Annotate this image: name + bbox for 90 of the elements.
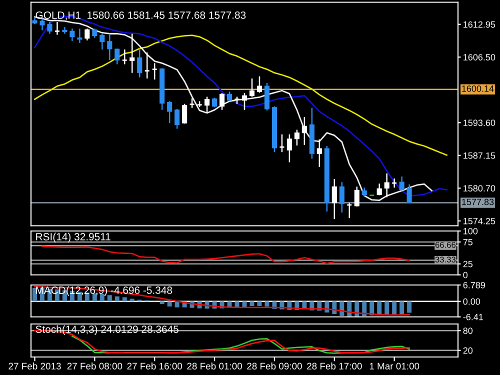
candlestick — [332, 178, 337, 220]
candlestick — [189, 98, 196, 109]
candlestick — [100, 33, 105, 50]
x-tick-label: 28 Feb 01:00 — [187, 362, 242, 370]
candlestick — [84, 28, 90, 41]
bar — [32, 288, 37, 302]
bar — [167, 301, 172, 306]
y-tick-label: 25 — [463, 260, 473, 268]
y-tick-label: 20 — [463, 347, 473, 354]
bar — [392, 301, 397, 314]
candlestick — [107, 33, 112, 61]
candlestick — [339, 181, 344, 214]
bar — [370, 301, 374, 316]
candlestick — [204, 96, 210, 114]
line-series — [34, 286, 410, 316]
bar — [257, 301, 262, 306]
candlestick — [391, 178, 398, 188]
candlestick — [399, 176, 404, 192]
candlestick — [130, 33, 135, 74]
bar — [347, 301, 352, 316]
bar — [160, 301, 164, 304]
y-tick-label: 1612.95 — [464, 21, 496, 28]
ref-line-label: 66.66 — [435, 242, 456, 248]
candlestick — [77, 28, 82, 44]
candlestick — [384, 172, 390, 198]
candlestick — [226, 91, 232, 102]
bar — [377, 301, 382, 315]
x-tick-label: 28 Feb 09:00 — [247, 362, 302, 370]
bar — [107, 295, 112, 302]
candlestick — [294, 129, 300, 146]
y-tick-label: 1606.50 — [464, 54, 496, 60]
line-series — [34, 34, 448, 156]
y-tick-label: 0.00 — [463, 298, 480, 305]
bar — [362, 301, 367, 316]
candlestick — [114, 48, 120, 65]
candlestick — [264, 82, 270, 112]
bar — [264, 301, 270, 306]
candlestick — [47, 21, 52, 34]
candlestick — [346, 202, 352, 219]
y-tick-label: 0 — [463, 272, 468, 278]
candlestick — [286, 134, 292, 163]
x-tick-label: 28 Feb 17:00 — [307, 362, 362, 370]
bar — [130, 298, 134, 302]
bar — [340, 301, 344, 316]
candlestick — [92, 28, 98, 38]
y-tick-label: 1580.70 — [464, 185, 496, 192]
x-tick-label: 27 Feb 08:00 — [67, 362, 122, 370]
y-tick-label: 75 — [463, 239, 473, 246]
bar — [250, 301, 254, 306]
y-tick-label: 1587.15 — [464, 152, 496, 159]
y-tick-label: 1574.25 — [464, 218, 496, 224]
y-tick-label: -6.41 — [463, 314, 483, 320]
candlestick — [249, 78, 255, 98]
y-tick-label: 6.789 — [463, 282, 486, 288]
candlestick — [316, 138, 322, 168]
ref-line-label: 33.33 — [435, 256, 456, 262]
chart-title: RSI(14) 32.9511 — [36, 232, 110, 242]
candlestick — [70, 28, 75, 42]
candlestick — [167, 100, 172, 124]
x-tick-label: 1 Mar 01:00 — [370, 362, 420, 370]
candlestick — [144, 52, 150, 80]
bar — [354, 301, 360, 316]
candlestick — [376, 182, 382, 196]
bar — [384, 301, 390, 315]
bar — [174, 301, 180, 308]
candlestick — [256, 76, 262, 94]
candlestick — [54, 21, 60, 36]
candlestick — [174, 108, 180, 130]
bar — [114, 296, 120, 302]
y-tick-label: 80 — [463, 328, 473, 334]
candlestick — [212, 97, 218, 108]
candlestick — [152, 62, 158, 80]
candlestick — [220, 92, 225, 111]
candlestick — [122, 48, 128, 65]
y-tick-label: 100 — [464, 228, 478, 234]
bar — [122, 297, 127, 302]
ref-line-label: 1577.83 — [462, 198, 494, 206]
candlestick — [302, 116, 307, 146]
bar — [400, 301, 404, 314]
x-tick-label: 27 Feb 2013 — [8, 362, 61, 370]
ref-line-label: 1600.14 — [462, 85, 494, 92]
candlestick — [354, 186, 360, 208]
bar — [407, 301, 412, 313]
line-series — [42, 246, 410, 264]
x-tick-label: 27 Feb 16:00 — [127, 362, 182, 370]
y-tick-label: 1593.60 — [464, 120, 496, 126]
candlestick — [182, 103, 188, 124]
candlestick — [137, 48, 142, 78]
candlestick — [242, 92, 248, 111]
candlestick — [406, 184, 412, 204]
